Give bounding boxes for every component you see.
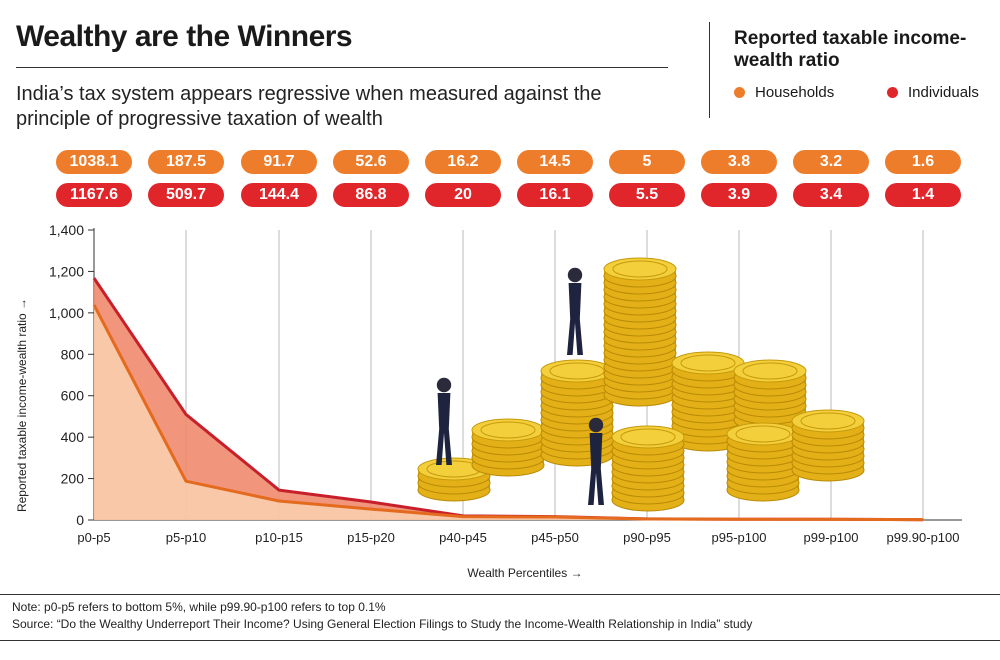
value-pill-individuals: 1167.6: [56, 183, 132, 207]
value-pill-individuals: 1.4: [885, 183, 961, 207]
individuals-swatch-icon: [887, 87, 898, 98]
y-tick-label: 200: [61, 471, 85, 487]
value-pill-households: 3.2: [793, 150, 869, 174]
households-swatch-icon: [734, 87, 745, 98]
x-tick-label: p95-p100: [712, 530, 767, 545]
person-figure-icon: [436, 377, 452, 465]
x-tick-label: p0-p5: [77, 530, 110, 545]
person-figure-icon: [567, 267, 583, 355]
y-tick-label: 600: [61, 388, 85, 404]
footer-divider: [0, 594, 1000, 595]
x-tick-label: p10-p15: [255, 530, 303, 545]
footnote: Note: p0-p5 refers to bottom 5%, while p…: [12, 599, 752, 633]
value-pill-individuals: 509.7: [148, 183, 224, 207]
value-pill-households: 1.6: [885, 150, 961, 174]
value-pill-households: 91.7: [241, 150, 317, 174]
coin-stack-icon: [733, 359, 807, 432]
header-vertical-divider: [709, 22, 710, 118]
coin-stack-icon: [791, 409, 865, 482]
value-pill-individuals: 3.9: [701, 183, 777, 207]
value-pill-individuals: 144.4: [241, 183, 317, 207]
page-title: Wealthy are the Winners: [16, 20, 353, 53]
value-pill-households: 3.8: [701, 150, 777, 174]
y-tick-label: 1,200: [49, 263, 84, 279]
value-pill-households: 52.6: [333, 150, 409, 174]
x-tick-label: p40-p45: [439, 530, 487, 545]
x-tick-label: p15-p20: [347, 530, 395, 545]
y-tick-label: 1,000: [49, 305, 84, 321]
legend-label-households: Households: [755, 84, 835, 101]
value-pill-individuals: 3.4: [793, 183, 869, 207]
value-pill-individuals: 86.8: [333, 183, 409, 207]
coin-stack-icon: [726, 422, 800, 502]
y-axis-title: Reported taxable income-wealth ratio →: [15, 298, 29, 512]
y-tick-label: 800: [61, 346, 85, 362]
households-area: [94, 304, 923, 520]
legend-label-individuals: Individuals: [908, 84, 979, 101]
x-axis-title: Wealth Percentiles →: [467, 566, 582, 580]
coin-stack-icon: [417, 457, 491, 502]
y-tick-label: 1,400: [49, 222, 84, 238]
value-pill-individuals: 5.5: [609, 183, 685, 207]
legend-item-individuals: Individuals: [887, 84, 979, 101]
value-pill-households: 187.5: [148, 150, 224, 174]
value-pill-individuals: 20: [425, 183, 501, 207]
legend-title: Reported taxable income-wealth ratio: [734, 28, 967, 71]
x-tick-label: p90-p95: [623, 530, 671, 545]
coin-stack-icon: [540, 359, 614, 467]
y-tick-label: 400: [61, 429, 85, 445]
coin-stack-icon: [471, 418, 545, 477]
value-pill-households: 1038.1: [56, 150, 132, 174]
coin-stack-icon: [671, 351, 745, 452]
value-pill-households: 14.5: [517, 150, 593, 174]
income-wealth-area-chart: 0 200 400 600 800 1,000 1,200 1,400 p0-p5 p5-p10 p…: [15, 222, 962, 580]
coin-stack-icon: [611, 425, 685, 512]
person-figure-icon: [588, 417, 604, 505]
footnote-note: Note: p0-p5 refers to bottom 5%, while p…: [12, 600, 386, 614]
legend-item-households: Households: [734, 84, 834, 101]
value-pill-households: 16.2: [425, 150, 501, 174]
y-tick-label: 0: [76, 512, 84, 528]
value-pill-households: 5: [609, 150, 685, 174]
x-tick-label: p5-p10: [166, 530, 206, 545]
x-tick-label: p45-p50: [531, 530, 579, 545]
title-divider: [16, 67, 668, 68]
households-line: [92, 304, 924, 522]
value-pill-individuals: 16.1: [517, 183, 593, 207]
footnote-source: Source: “Do the Wealthy Underreport Thei…: [12, 617, 753, 631]
bottom-divider: [0, 640, 1000, 641]
page-subtitle: India’s tax system appears regressive wh…: [16, 83, 602, 130]
x-tick-label: p99-p100: [804, 530, 859, 545]
coin-stack-icon: [603, 257, 677, 407]
x-tick-label: p99.90-p100: [886, 530, 959, 545]
